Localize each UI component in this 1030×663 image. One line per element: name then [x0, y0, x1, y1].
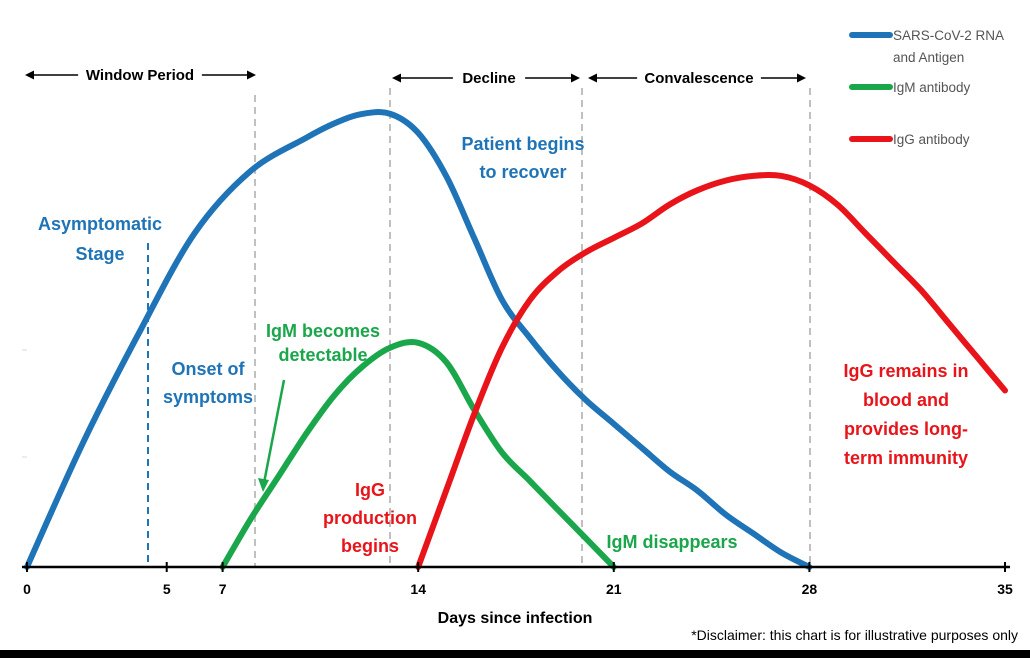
period-arrow-head: [571, 73, 580, 83]
x-tick-label: 7: [219, 581, 227, 597]
period-label-bg: [78, 65, 202, 85]
annotation-label: IgG: [355, 480, 385, 500]
annotation-label: Patient begins: [461, 134, 584, 154]
x-tick-label: 28: [802, 581, 818, 597]
annotation-arrow-head: [258, 478, 269, 492]
annotation-label: begins: [341, 536, 399, 556]
series-line-igg: [415, 171, 1008, 570]
legend-label: IgG antibody: [893, 132, 970, 147]
period-arrow-head: [392, 73, 401, 83]
period-label-bg: [637, 68, 761, 88]
series-line-igm: [219, 338, 617, 570]
annotation-arrow: [261, 379, 286, 489]
period-label: Window Period: [86, 67, 194, 84]
x-tick-label: 0: [23, 581, 31, 597]
x-tick-label: 5: [163, 581, 171, 597]
period-markers: Window Period Decline Convalescence: [25, 65, 806, 88]
x-tick-label: 21: [606, 581, 622, 597]
annotations: Asymptomatic Stage Onset of symptoms Patient…: [38, 134, 969, 556]
annotation-label: blood and: [863, 390, 949, 410]
annotation-label: Asymptomatic: [38, 214, 162, 234]
x-tick-label: 14: [410, 581, 426, 597]
period-arrow-head: [588, 73, 597, 83]
legend: SARS-CoV-2 RNA and Antigen IgM antibody IgG…: [849, 28, 1004, 147]
period-label: Convalescence: [644, 70, 753, 87]
period-arrow-head: [797, 73, 806, 83]
annotation-label: provides long-: [844, 419, 968, 439]
series-line-rna-antigen: [24, 109, 813, 570]
bottom-band: [0, 650, 1030, 658]
annotation-label: symptoms: [163, 387, 253, 407]
annotation-label: detectable: [278, 345, 367, 365]
guide-lines: [147, 88, 811, 567]
annotation-label: Onset of: [171, 359, 245, 379]
x-axis-label: Days since infection: [438, 610, 593, 627]
annotation-label: Stage: [75, 244, 124, 264]
legend-label: and Antigen: [893, 50, 964, 65]
x-axis: 0 5 7 14 21 28 35: [22, 349, 1013, 597]
period-arrow-head: [247, 70, 256, 80]
period-label: Decline: [462, 70, 515, 87]
annotation-label: IgM becomes: [266, 321, 380, 341]
annotation-label: IgM disappears: [606, 532, 737, 552]
series-lines: [24, 109, 1008, 570]
disclaimer: *Disclaimer: this chart is for illustrat…: [691, 627, 1018, 643]
x-tick-label: 35: [997, 581, 1013, 597]
annotation-label: IgG remains in: [843, 361, 968, 381]
annotation-label: to recover: [479, 162, 566, 182]
annotation-label: production: [323, 508, 417, 528]
period-label-bg: [452, 68, 526, 88]
annotation-label: term immunity: [844, 448, 968, 468]
period-arrow-head: [25, 70, 34, 80]
legend-label: IgM antibody: [893, 80, 971, 95]
legend-label: SARS-CoV-2 RNA: [893, 28, 1004, 43]
